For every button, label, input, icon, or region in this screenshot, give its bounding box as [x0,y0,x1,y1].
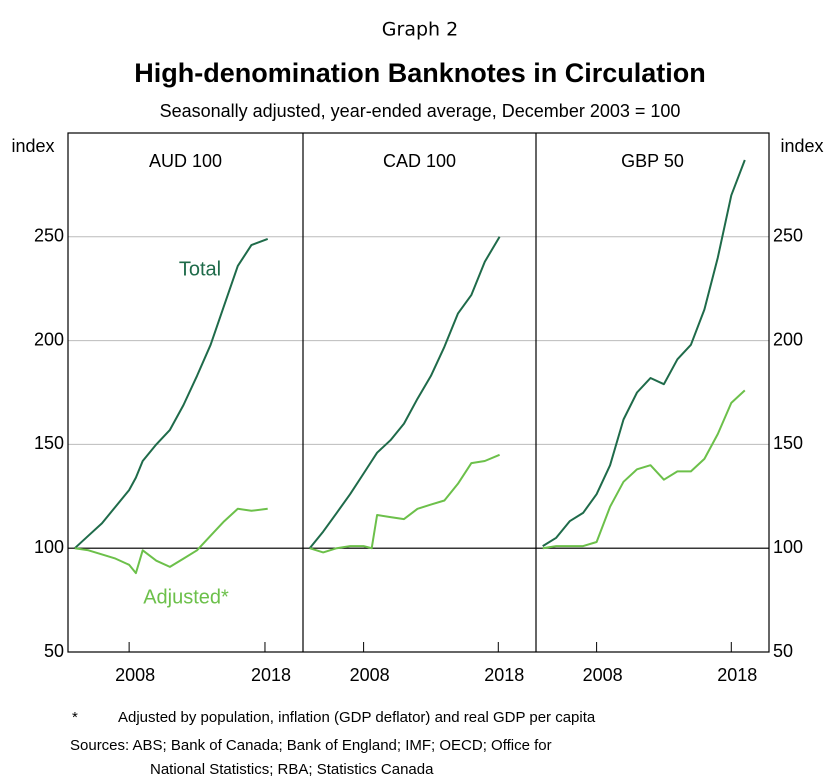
x-tick-label: 2018 [251,665,291,685]
y-tick-label: 100 [34,537,64,557]
footnote-marker: * [72,709,78,726]
line-series [542,159,746,547]
line-series [74,237,269,549]
line-series [542,389,746,550]
graph-number: Graph 2 [382,19,458,41]
plot-frame [67,132,770,653]
y2-tick-label: 100 [773,537,803,557]
y-axis-label: index [11,136,54,156]
y-tick-label: 150 [34,433,64,453]
footnote: Adjusted by population, inflation (GDP d… [118,709,596,726]
series-label: Total [179,258,221,280]
x-tick-label: 2018 [717,665,757,685]
line-series [309,453,500,554]
x-tick-label: 2008 [583,665,623,685]
y-tick-label: 200 [34,329,64,349]
y-tick-label: 50 [44,641,64,661]
panel-title: CAD 100 [383,151,456,171]
y2-axis-label: index [780,136,823,156]
line-series [74,507,268,575]
chart-title: High-denomination Banknotes in Circulati… [134,58,706,88]
y2-tick-label: 50 [773,641,793,661]
sources: National Statistics; RBA; Statistics Can… [150,761,434,778]
y2-tick-label: 200 [773,329,803,349]
x-tick-label: 2018 [484,665,524,685]
panel-title: AUD 100 [149,151,222,171]
x-tick-label: 2008 [350,665,390,685]
x-tick-label: 2008 [115,665,155,685]
panel-title: GBP 50 [621,151,684,171]
chart-subtitle: Seasonally adjusted, year-ended average,… [160,101,681,121]
series-label: Adjusted* [143,586,229,608]
line-series [308,236,501,549]
y-tick-label: 250 [34,226,64,246]
sources: Sources: ABS; Bank of Canada; Bank of En… [70,737,552,754]
y2-tick-label: 250 [773,226,803,246]
y2-tick-label: 150 [773,433,803,453]
